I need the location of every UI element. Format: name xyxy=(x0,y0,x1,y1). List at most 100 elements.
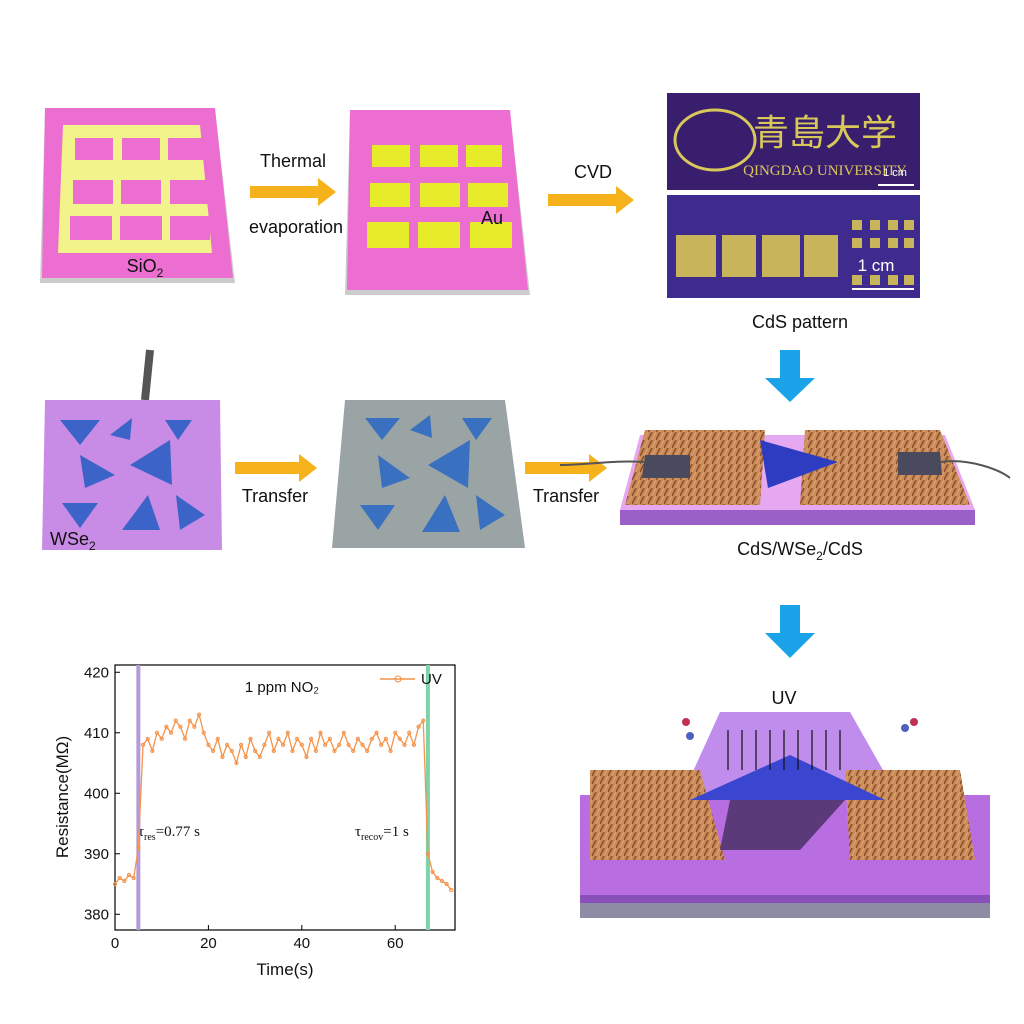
arrow xyxy=(765,350,815,402)
data-point xyxy=(369,736,374,741)
label-sub: 2 xyxy=(816,549,823,563)
legend-swatch xyxy=(394,675,402,683)
data-point xyxy=(313,748,318,754)
label-sub: 2 xyxy=(157,266,164,280)
scale-label: 1 cm xyxy=(858,256,895,275)
step-label: CVD xyxy=(574,162,612,182)
data-point xyxy=(206,742,211,747)
label-sub: 2 xyxy=(89,539,96,553)
data-point xyxy=(150,748,155,754)
annotation: 1 ppm NO₂ xyxy=(245,679,319,696)
data-point xyxy=(248,736,253,741)
label-base: SiO xyxy=(127,256,157,276)
photo-text: QINGDAO UNIVERSITY xyxy=(743,163,907,179)
data-point xyxy=(337,742,342,747)
data-point xyxy=(299,742,304,747)
data-point xyxy=(295,736,300,741)
data-point xyxy=(304,754,309,760)
data-point xyxy=(393,730,398,735)
data-point xyxy=(444,881,449,887)
scale-label: 1 cm xyxy=(883,167,907,179)
data-point xyxy=(421,718,426,723)
data-point xyxy=(360,742,365,747)
label-part: CdS/WSe xyxy=(737,539,816,559)
data-point xyxy=(416,724,421,729)
label-part: /CdS xyxy=(823,539,863,559)
plot-frame xyxy=(114,664,456,931)
data-point xyxy=(407,730,412,735)
y-axis-label: Resistance(MΩ) xyxy=(53,736,72,858)
data-point xyxy=(131,875,136,881)
step-label: Thermal xyxy=(260,151,326,171)
x-tick-label: 0 xyxy=(111,935,119,952)
arrow xyxy=(250,178,336,206)
data-point xyxy=(224,742,230,747)
data-point xyxy=(276,736,281,741)
data-point xyxy=(215,736,220,741)
sensor-scheme xyxy=(580,712,990,918)
x-tick-label: 40 xyxy=(293,935,310,952)
data-point xyxy=(397,736,402,741)
tau-symbol: τ xyxy=(138,824,144,840)
y-tick-label: 380 xyxy=(84,906,109,923)
data-point xyxy=(253,748,258,754)
data-point xyxy=(173,718,178,723)
data-point xyxy=(164,724,169,729)
legend-label: UV xyxy=(421,671,442,688)
device xyxy=(559,430,1011,525)
data-point xyxy=(425,851,431,856)
data-point xyxy=(346,742,351,747)
data-point xyxy=(196,712,202,717)
y-tick-label: 390 xyxy=(84,846,109,863)
data-point xyxy=(281,742,286,747)
step-label: evaporation xyxy=(249,217,343,237)
x-axis-label: Time(s) xyxy=(257,960,314,979)
arrow xyxy=(765,605,815,658)
data-point xyxy=(355,736,360,741)
data-point xyxy=(449,887,454,893)
arrow xyxy=(235,454,317,482)
step-label: Transfer xyxy=(533,486,599,506)
data-point xyxy=(201,730,206,735)
data-point xyxy=(290,748,295,754)
data-point xyxy=(388,748,393,754)
panel-label: CdS pattern xyxy=(752,312,848,332)
data-point xyxy=(243,754,248,760)
data-point xyxy=(229,748,234,754)
data-point xyxy=(351,748,356,754)
y-tick-label: 420 xyxy=(84,664,109,681)
data-point xyxy=(140,742,146,747)
data-point xyxy=(238,742,244,747)
wse2-label: WSe2 xyxy=(50,529,96,553)
arrow xyxy=(525,454,607,482)
data-point xyxy=(257,754,262,760)
data-point xyxy=(112,881,118,887)
x-tick-label: 20 xyxy=(200,935,217,952)
data-point xyxy=(411,742,417,747)
chart: Time(s) Resistance(MΩ) 1 ppm NO₂ τres=0.… xyxy=(53,664,456,979)
tau-res: τres=0.77 s xyxy=(138,824,200,843)
data-point xyxy=(136,845,141,850)
data-point xyxy=(327,736,332,741)
data-point xyxy=(178,724,183,729)
tau-sub: res xyxy=(144,832,156,843)
data-point xyxy=(439,878,445,884)
data-point xyxy=(267,730,272,735)
data-point xyxy=(374,730,379,735)
data-point xyxy=(210,748,216,754)
uv-label: UV xyxy=(771,688,796,708)
step-label: Transfer xyxy=(242,486,308,506)
wse2-substrate xyxy=(42,400,222,550)
data-point xyxy=(192,724,197,729)
data-point xyxy=(168,730,174,735)
au-substrate xyxy=(345,110,530,295)
tau-symbol: τ xyxy=(355,824,361,840)
photo-text: 青島大学 xyxy=(753,112,897,153)
data-point xyxy=(383,736,388,741)
tau-value: =0.77 s xyxy=(156,824,200,840)
data-point xyxy=(234,760,239,766)
x-tick-label: 60 xyxy=(387,935,404,952)
pipette xyxy=(141,349,154,401)
data-point xyxy=(402,742,407,747)
